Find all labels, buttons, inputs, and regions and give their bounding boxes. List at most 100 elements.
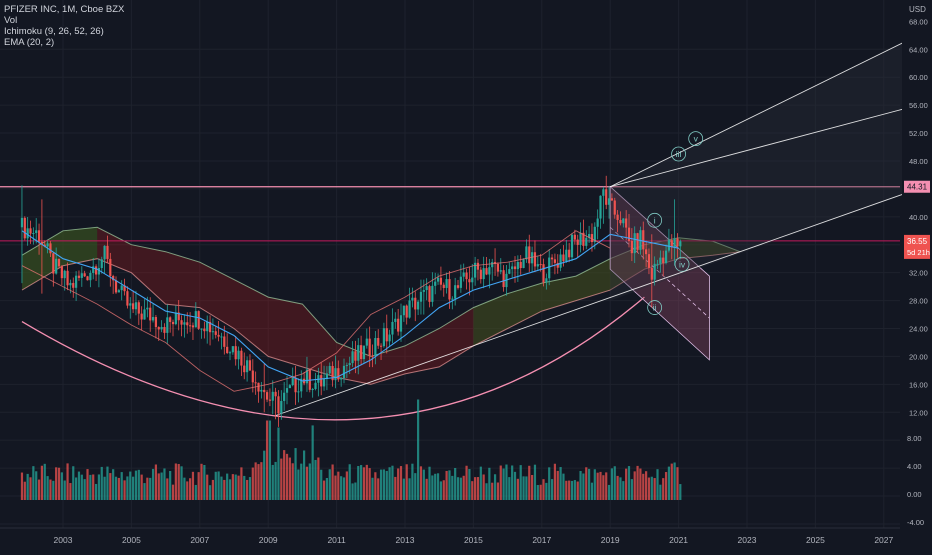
candle-body	[662, 257, 665, 263]
volume-bar	[411, 463, 414, 500]
price-tick: 60.00	[909, 73, 928, 82]
candle-body	[29, 228, 32, 234]
volume-bar	[20, 472, 24, 500]
candle-body	[300, 378, 303, 392]
volume-bar	[542, 479, 545, 500]
currency-label: USD	[909, 5, 926, 14]
candle-body	[502, 270, 505, 288]
volume-bar	[505, 464, 508, 500]
candle-body	[191, 325, 195, 328]
candle-body	[653, 263, 656, 280]
candle-body	[659, 257, 662, 264]
volume-bar	[160, 472, 163, 500]
volume-bar	[533, 464, 537, 500]
candle-body	[277, 396, 280, 414]
candle-body	[257, 382, 260, 392]
candle-body	[465, 272, 468, 280]
candle-body	[234, 346, 237, 360]
ema-indicator-label[interactable]: EMA (20, 2)	[4, 37, 55, 48]
candle-body	[542, 264, 545, 283]
volume-bar	[593, 469, 596, 500]
volume-bar	[83, 479, 86, 500]
volume-bar	[234, 474, 237, 500]
volume-bar	[320, 469, 323, 500]
volume-bar	[676, 467, 679, 500]
volume-bar	[263, 450, 266, 500]
time-tick: 2009	[259, 535, 278, 545]
volume-bar	[23, 481, 26, 500]
volume-bar	[588, 468, 591, 500]
volume-bar	[454, 468, 457, 500]
candle-body	[288, 385, 291, 389]
volume-bar	[63, 480, 66, 500]
volume-bar	[536, 485, 539, 500]
ichimoku-indicator-label[interactable]: Ichimoku (9, 26, 52, 26)	[4, 26, 104, 37]
volume-bar	[55, 467, 58, 500]
candle-body	[431, 285, 434, 302]
candle-body	[365, 338, 368, 346]
volume-bar	[220, 476, 223, 500]
candle-body	[174, 312, 177, 325]
volume-bar	[308, 463, 311, 500]
candle-body	[562, 254, 565, 262]
volume-bar	[360, 465, 363, 500]
volume-bar	[291, 463, 294, 500]
volume-bar	[465, 465, 468, 500]
volume-bar	[92, 474, 95, 500]
candle-body	[493, 262, 497, 264]
volume-tick: 4.00	[907, 462, 922, 471]
volume-bar	[607, 484, 611, 500]
candle-body	[522, 259, 525, 269]
candle-body	[636, 233, 639, 250]
candle-body	[642, 230, 645, 250]
volume-bar	[664, 472, 668, 500]
symbol-title[interactable]: PFIZER INC, 1M, Cboe BZX	[4, 4, 125, 15]
candle-body	[531, 252, 534, 264]
candle-body	[140, 313, 143, 320]
volume-bar	[539, 484, 542, 500]
volume-bar	[328, 469, 331, 500]
candle-body	[283, 392, 286, 401]
pitchfork-upper-line	[610, 34, 919, 188]
volume-bar	[106, 466, 109, 500]
candle-body	[622, 218, 625, 224]
candle-body	[565, 249, 568, 262]
candle-body	[613, 200, 616, 215]
price-tick: 56.00	[909, 101, 928, 110]
volume-bar	[630, 479, 633, 500]
volume-bar	[482, 474, 485, 500]
volume-bar	[573, 480, 576, 500]
candle-body	[385, 328, 388, 342]
volume-bar	[650, 476, 653, 500]
candle-body	[246, 360, 249, 373]
volume-bar	[627, 466, 631, 500]
time-tick: 2023	[738, 535, 757, 545]
volume-bar	[456, 477, 460, 500]
candle-body	[194, 311, 197, 328]
candle-body	[211, 331, 215, 333]
candle-body	[120, 285, 123, 291]
candle-body	[482, 268, 485, 280]
candle-body	[605, 189, 608, 205]
candle-body	[599, 195, 602, 219]
volume-bar	[297, 469, 300, 500]
candle-body	[448, 279, 451, 300]
pitchfork-lower-line	[274, 188, 919, 417]
candle-body	[189, 325, 192, 327]
volume-bar	[670, 463, 673, 500]
volume-bar	[57, 467, 61, 500]
volume-indicator-label[interactable]: Vol	[4, 15, 18, 26]
volume-bar	[568, 480, 571, 500]
candle-body	[203, 328, 206, 332]
wave-label-iv: iv	[679, 259, 686, 269]
volume-bar	[596, 472, 599, 500]
candle-body	[83, 273, 86, 277]
candle-body	[511, 266, 514, 270]
volume-bar	[468, 468, 471, 500]
volume-bar	[189, 478, 192, 500]
wave-label-circle	[674, 256, 690, 272]
candle-body	[268, 399, 272, 401]
candle-body	[579, 232, 582, 245]
